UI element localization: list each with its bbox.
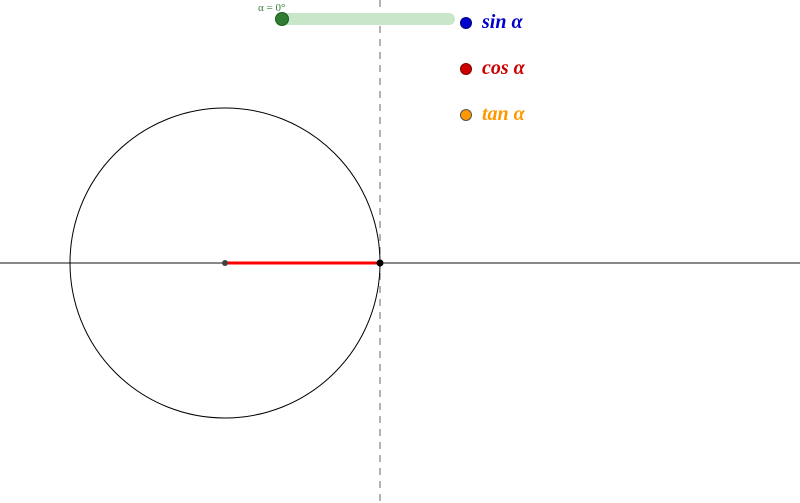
tan-label: tan α <box>482 103 525 126</box>
cos-icon <box>460 63 472 75</box>
slider-handle[interactable] <box>275 12 289 26</box>
legend-tan[interactable]: tan α <box>460 103 525 126</box>
sin-icon <box>460 17 472 29</box>
center-point <box>222 260 228 266</box>
cos-label: cos α <box>482 57 525 80</box>
legend-cos[interactable]: cos α <box>460 57 525 80</box>
circle-point <box>377 260 384 267</box>
sin-label: sin α <box>482 11 523 34</box>
legend-sin[interactable]: sin α <box>460 11 523 34</box>
slider-track[interactable] <box>275 13 455 25</box>
unit-circle-diagram <box>0 0 800 503</box>
tan-icon <box>460 109 472 121</box>
